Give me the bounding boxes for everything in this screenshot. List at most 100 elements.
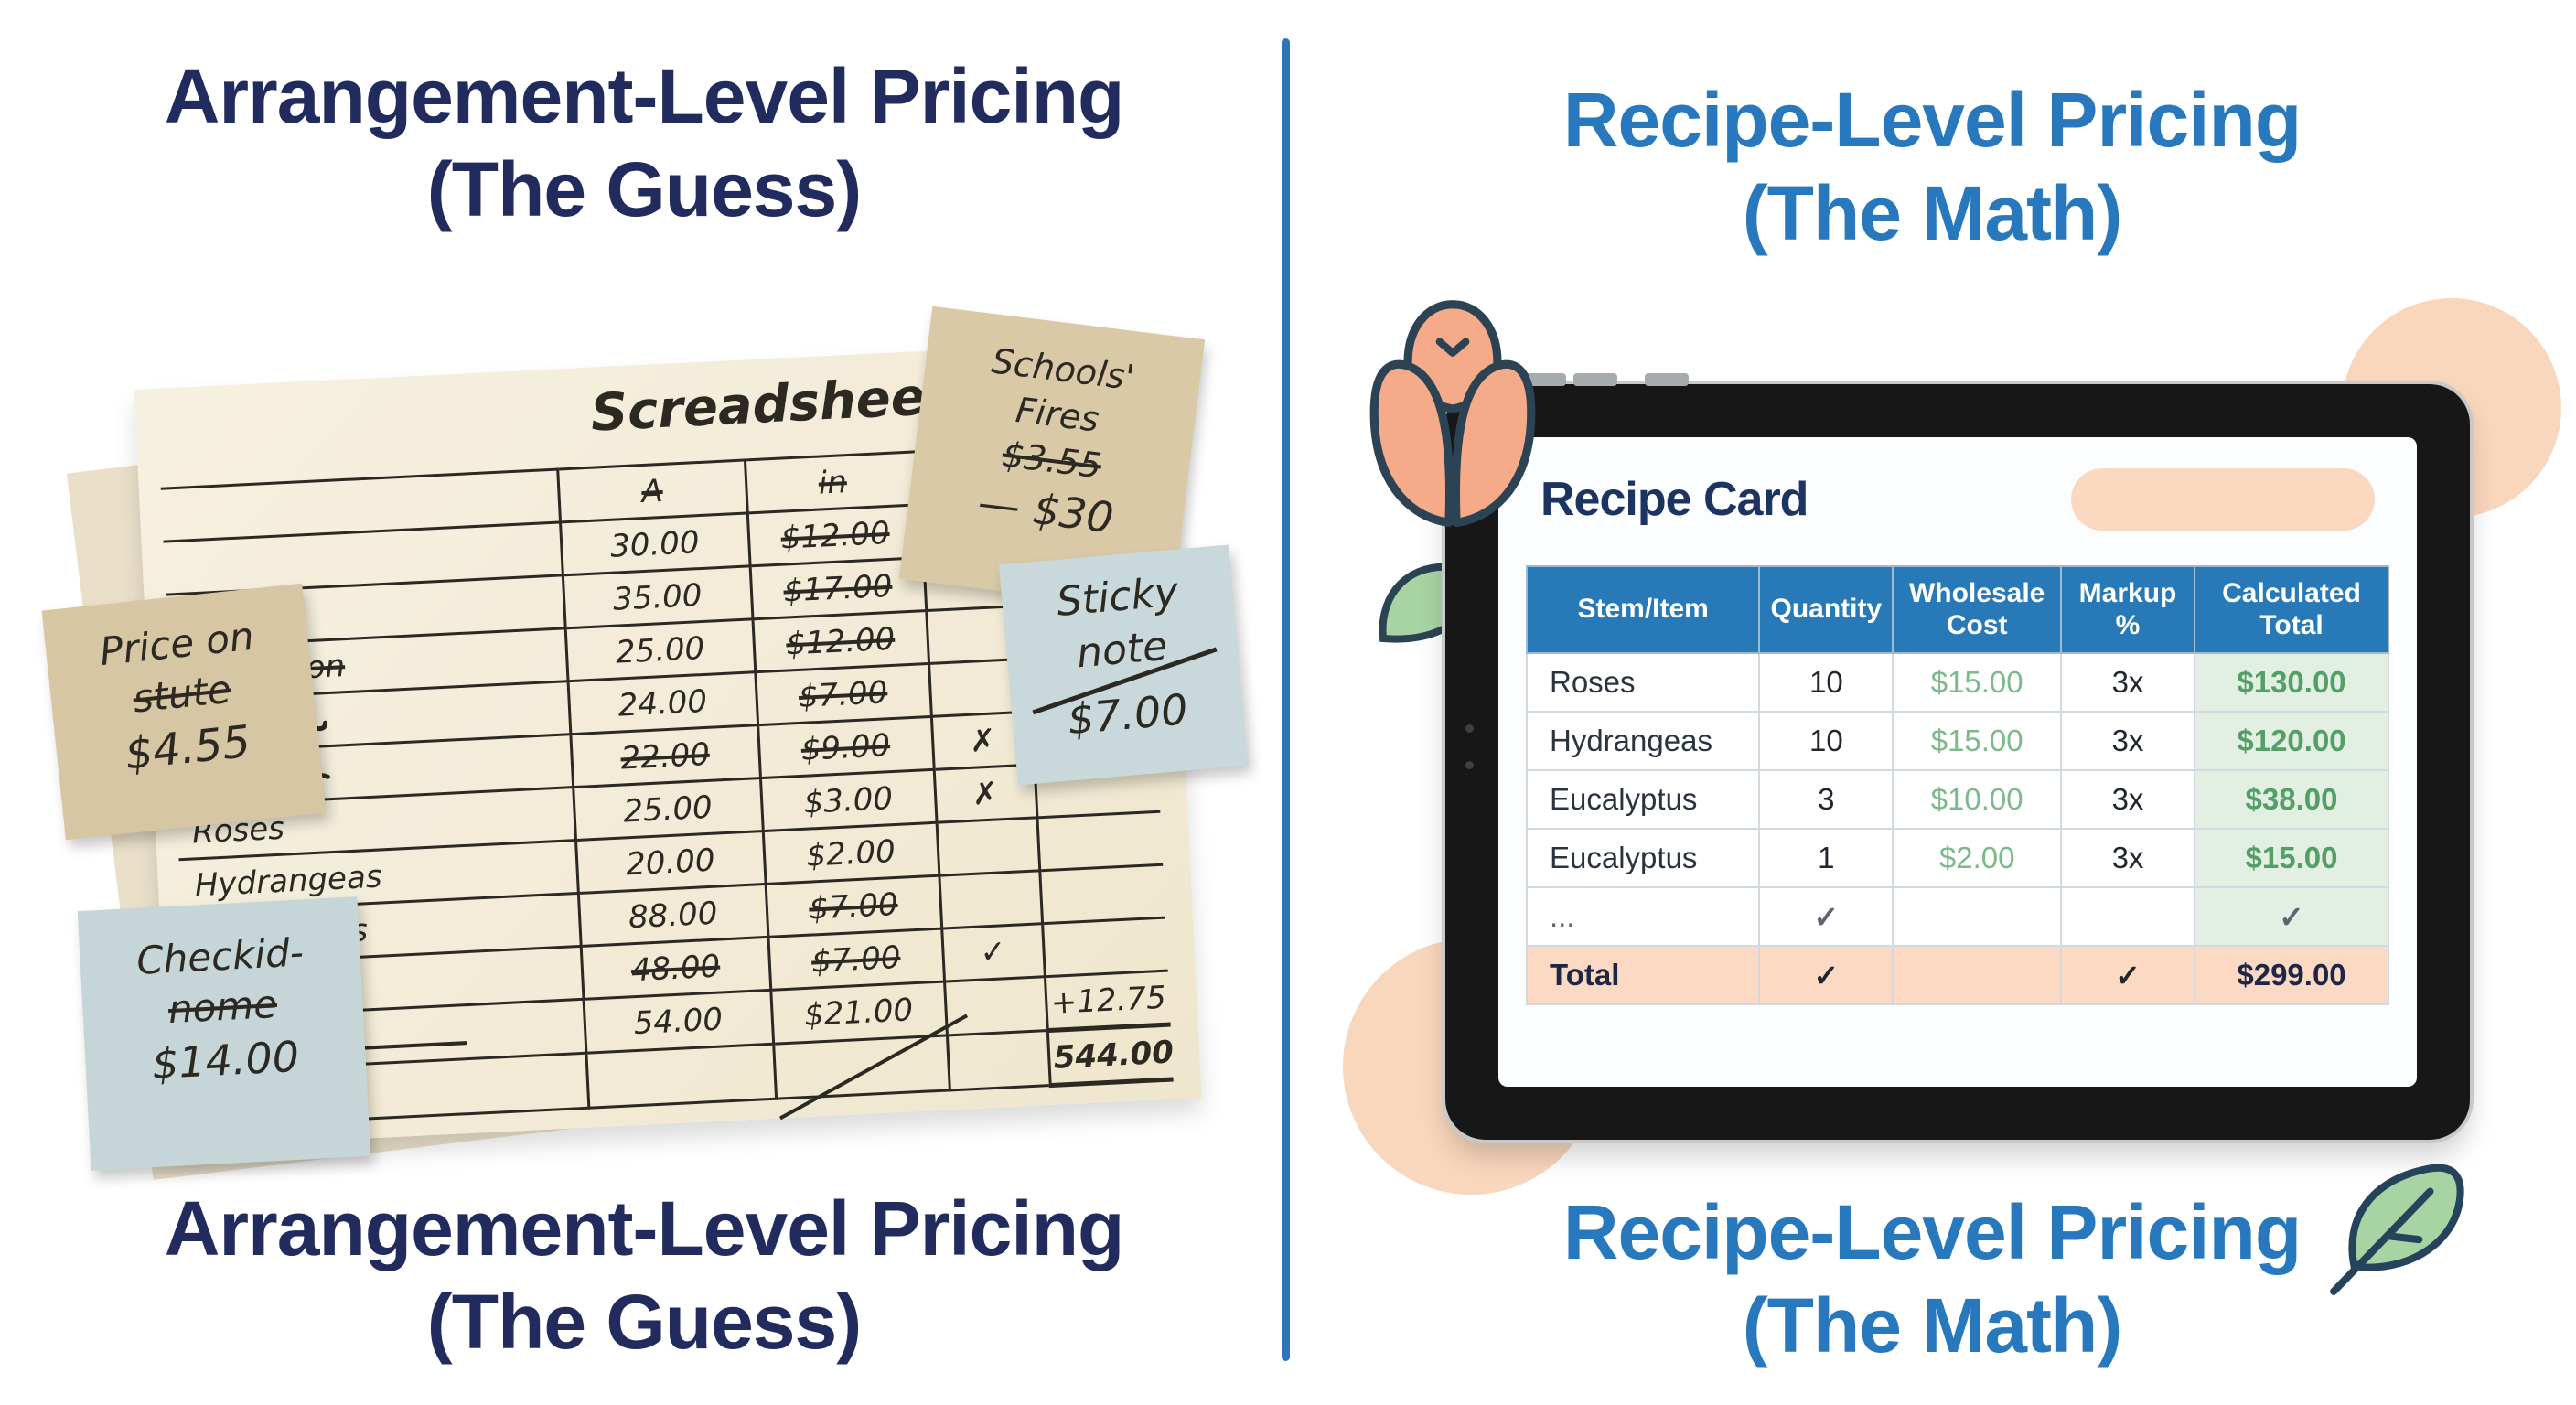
cell: $12.00 [746, 504, 924, 566]
right-caption-line2: (The Math) [1742, 1282, 2123, 1369]
check-icon: ✓ [2060, 945, 2196, 1005]
tablet-screen: Recipe Card Stem/Item Quantity Wholesale… [1498, 437, 2417, 1087]
cell: $3.00 [759, 769, 937, 831]
markup-cell: 3x [2060, 652, 2196, 713]
cell: 35.00 [562, 565, 753, 628]
wholesale-cell: $15.00 [1892, 711, 2063, 771]
column-header: Stem/Item [1525, 565, 1761, 654]
cell [944, 976, 1047, 1035]
tablet-camera-dot [1465, 724, 1474, 733]
tablet-button [1573, 373, 1617, 386]
left-bottom-caption: Arrangement-Level Pricing (The Guess) [0, 1182, 1288, 1369]
quantity-cell: 10 [1758, 652, 1894, 713]
cell: 54.00 [583, 990, 774, 1054]
table-total-row: Total ✓ ✓ $299.00 [1525, 945, 2389, 1005]
cell [1042, 917, 1168, 977]
right-title-line2: (The Math) [1742, 170, 2123, 257]
right-title-line1: Recipe-Level Pricing [1562, 77, 2302, 163]
check-icon: ✓ [1758, 886, 1894, 947]
cell: $7.00 [755, 663, 931, 725]
left-caption-line2: (The Guess) [426, 1279, 862, 1366]
cell: A [557, 460, 747, 522]
tablet-button [1522, 373, 1566, 386]
sum-addend: +12.75 [1044, 971, 1171, 1031]
column-header: Wholesale Cost [1892, 565, 2063, 654]
cell: 88.00 [577, 884, 768, 947]
table-row: Eucalyptus 1 $2.00 3x $15.00 [1525, 828, 2389, 888]
recipe-table: Stem/Item Quantity Wholesale Cost Markup… [1525, 565, 2389, 1005]
cell [939, 870, 1043, 929]
cell: $7.00 [767, 928, 945, 991]
cell: $2.00 [762, 822, 939, 885]
sticky-note-price-on: Price on stute $4.55 [41, 583, 327, 841]
tulip-icon [1369, 300, 1536, 528]
cell [585, 1044, 777, 1109]
wholesale-cell [1892, 886, 2063, 947]
cell: $12.00 [752, 610, 929, 672]
wholesale-cell: $2.00 [1892, 828, 2063, 888]
tablet-button [1645, 373, 1689, 386]
cell [773, 1014, 968, 1120]
total-label-cell: Total [1525, 945, 1761, 1005]
markup-cell: 3x [2060, 711, 2196, 771]
cell [936, 817, 1040, 876]
wholesale-cell [1892, 945, 2063, 1005]
stem-cell: Eucalyptus [1525, 769, 1761, 830]
grand-total-cell: $299.00 [2194, 945, 2389, 1005]
table-row: Eucalyptus 3 $10.00 3x $38.00 [1525, 769, 2389, 830]
left-title-line1: Arrangement-Level Pricing [164, 53, 1125, 139]
cell: 24.00 [567, 671, 758, 735]
column-header: Calculated Total [2194, 565, 2389, 654]
calculated-total-cell: $38.00 [2194, 769, 2389, 830]
markup-cell: 3x [2060, 769, 2196, 830]
left-title-line2: (The Guess) [426, 146, 862, 233]
calculated-total-cell: $130.00 [2194, 652, 2389, 713]
cell: 48.00 [580, 937, 771, 1000]
stem-cell: ... [1525, 886, 1761, 947]
quantity-cell: 1 [1758, 828, 1894, 888]
divider-line [1282, 38, 1290, 1361]
cell: in [744, 451, 921, 513]
sum-total: 544.00 [1046, 1024, 1175, 1086]
right-bottom-caption: Recipe-Level Pricing (The Math) [1288, 1185, 2576, 1373]
sticky-note-label: Sticky note $7.00 [998, 544, 1249, 786]
cell: $7.00 [765, 875, 942, 938]
cell: 25.00 [573, 778, 763, 841]
cell: $9.00 [757, 716, 934, 778]
right-caption-line1: Recipe-Level Pricing [1562, 1189, 2302, 1275]
quantity-cell: 3 [1758, 769, 1894, 830]
leaf-icon [2330, 1164, 2464, 1295]
markup-cell: 3x [2060, 828, 2196, 888]
cell: 22.00 [570, 724, 760, 788]
tablet: Recipe Card Stem/Item Quantity Wholesale… [1445, 373, 2470, 1140]
tablet-camera-dot [1465, 761, 1474, 769]
recipe-card-header: Recipe Card [1526, 463, 2389, 531]
stem-cell: Hydrangeas [1525, 711, 1761, 771]
calculated-total-cell: $15.00 [2194, 828, 2389, 888]
table-row: Roses 10 $15.00 3x $130.00 [1525, 652, 2389, 713]
check-icon: ✓ [1758, 945, 1894, 1005]
cell [946, 1030, 1050, 1090]
column-header: Markup % [2060, 565, 2196, 654]
quantity-cell: 10 [1758, 711, 1894, 771]
cell: 25.00 [564, 618, 756, 681]
sticky-note-checkid: Checkid- nome $14.00 [77, 896, 371, 1171]
table-row: Hydrangeas 10 $15.00 3x $120.00 [1525, 711, 2389, 771]
stem-cell: Roses [1525, 652, 1761, 713]
markup-cell [2060, 886, 2196, 947]
calculated-total-cell: $120.00 [2194, 711, 2389, 771]
check-icon: ✓ [2194, 886, 2389, 947]
left-panel: Arrangement-Level Pricing (The Guess) Sc… [0, 49, 1288, 1369]
wholesale-cell: $10.00 [1892, 769, 2063, 830]
peach-pill-decoration [2071, 468, 2375, 531]
note-line: $7.00 [1065, 684, 1190, 745]
wholesale-cell: $15.00 [1892, 652, 2063, 713]
left-top-title: Arrangement-Level Pricing (The Guess) [0, 49, 1288, 237]
table-header-row: Stem/Item Quantity Wholesale Cost Markup… [1525, 565, 2389, 654]
check-mark: ✓ [941, 923, 1045, 982]
cell: $21.00 [770, 981, 947, 1045]
recipe-card-title: Recipe Card [1540, 473, 1809, 526]
right-panel: Recipe-Level Pricing (The Math) Recipe C… [1288, 0, 2576, 1405]
column-header: Quantity [1758, 565, 1894, 654]
right-top-title: Recipe-Level Pricing (The Math) [1288, 73, 2576, 261]
